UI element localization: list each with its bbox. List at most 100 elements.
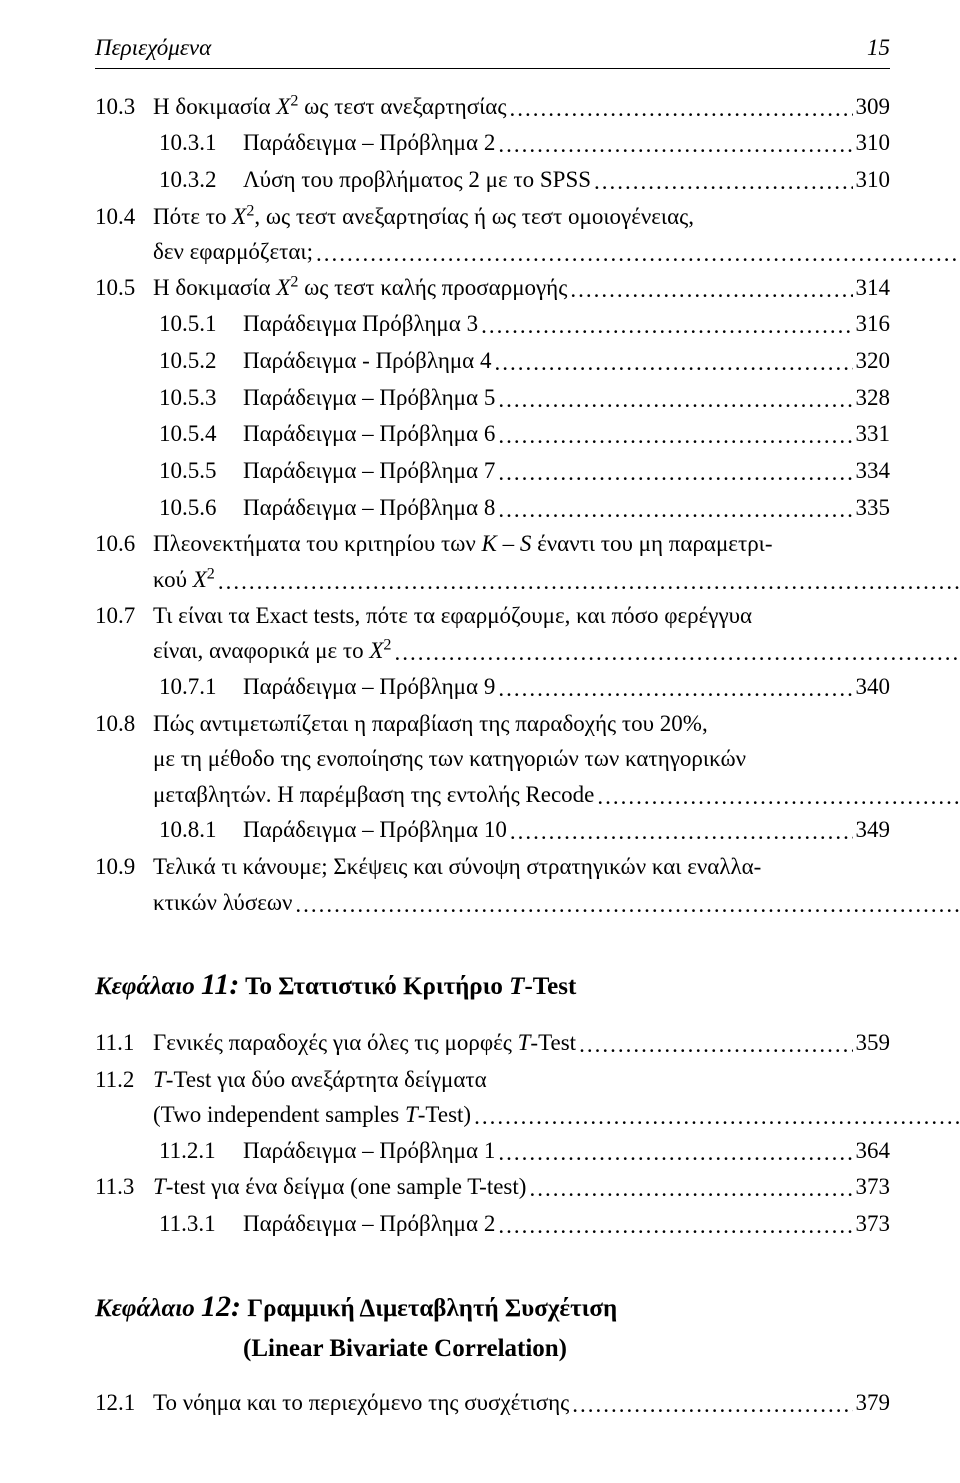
toc-text: Παράδειγμα – Πρόβλημα 2	[243, 125, 495, 161]
header-right: 15	[867, 30, 890, 66]
toc-entry: 11.2 T-Test για δύο ανεξάρτητα δείγματα(…	[95, 1062, 890, 1133]
toc-leader	[498, 127, 852, 163]
toc-text: Παράδειγμα Πρόβλημα 3	[243, 306, 478, 342]
toc-text: Παράδειγμα – Πρόβλημα 10	[243, 812, 507, 848]
toc-leader	[572, 1387, 852, 1423]
toc-leader	[529, 1171, 852, 1207]
toc-page: 373	[856, 1169, 891, 1205]
toc-page: 310	[856, 162, 891, 198]
toc-number: 10.7.1	[159, 669, 243, 705]
toc-entry: 10.5.3 Παράδειγμα – Πρόβλημα 5 328	[95, 380, 890, 416]
toc-page: 314	[856, 270, 891, 306]
toc-text: Παράδειγμα – Πρόβλημα 1	[243, 1133, 495, 1169]
toc-leader	[494, 345, 852, 381]
toc-entry: 10.9 Τελικά τι κάνουμε; Σκέψεις και σύνο…	[95, 849, 890, 920]
toc-page: 359	[856, 1025, 891, 1061]
toc-leader	[510, 814, 853, 850]
toc-number: 10.5.5	[159, 453, 243, 489]
toc-entry: 10.7 Τι είναι τα Exact tests, πότε τα εφ…	[95, 598, 890, 669]
toc-entry: 10.3.1 Παράδειγμα – Πρόβλημα 2 310	[95, 125, 890, 161]
toc-leader	[570, 272, 852, 308]
toc-entry: 10.7.1 Παράδειγμα – Πρόβλημα 9 340	[95, 669, 890, 705]
toc-number: 10.5.3	[159, 380, 243, 416]
toc-page: 340	[856, 669, 891, 705]
toc-entry: 10.5.6 Παράδειγμα – Πρόβλημα 8335	[95, 490, 890, 526]
toc-entry: 10.5.1 Παράδειγμα Πρόβλημα 3 316	[95, 306, 890, 342]
toc-number: 10.3.1	[159, 125, 243, 161]
toc-page: 310	[856, 125, 891, 161]
page-header: Περιεχόμενα 15	[95, 30, 890, 69]
toc-page: 331	[856, 416, 891, 452]
toc-text: Παράδειγμα – Πρόβλημα 2	[243, 1206, 495, 1242]
toc-leader	[218, 564, 960, 600]
toc-text: Παράδειγμα – Πρόβλημα 9	[243, 669, 495, 705]
toc-leader	[481, 308, 852, 344]
toc-number: 11.2	[95, 1062, 153, 1098]
toc-page: 379	[856, 1385, 891, 1421]
toc-text: Παράδειγμα – Πρόβλημα 5	[243, 380, 495, 416]
toc-text: Παράδειγμα - Πρόβλημα 4	[243, 343, 491, 379]
toc-text: Η δοκιμασία X2 ως τεστ καλής προσαρμογής	[153, 270, 567, 306]
toc-page: 309	[856, 89, 891, 125]
toc-page: 328	[856, 380, 891, 416]
toc-number: 10.3	[95, 89, 153, 125]
toc-page: 335	[856, 490, 891, 526]
toc-leader	[498, 455, 852, 491]
toc-page: 320	[856, 343, 891, 379]
toc-number: 11.3	[95, 1169, 153, 1205]
toc-number: 11.3.1	[159, 1206, 243, 1242]
toc-number: 11.1	[95, 1025, 153, 1061]
toc-entry: 10.4 Πότε το X2, ως τεστ ανεξαρτησίας ή …	[95, 199, 890, 270]
chapter-12-heading: Κεφάλαιο 12: Γραμμική Διμεταβλητή Συσχέτ…	[95, 1284, 890, 1369]
toc-text: Παράδειγμα – Πρόβλημα 8	[243, 490, 495, 526]
toc-number: 10.5	[95, 270, 153, 306]
toc-page: 364	[856, 1133, 891, 1169]
toc-entry: 12.1 Το νόημα και το περιεχόμενο της συσ…	[95, 1385, 890, 1421]
toc-text: Γενικές παραδοχές για όλες τις μορφές T-…	[153, 1025, 576, 1061]
toc-leader	[594, 164, 852, 200]
toc-number: 10.5.2	[159, 343, 243, 379]
toc-section-ch11: 11.1 Γενικές παραδοχές για όλες τις μορφ…	[95, 1025, 890, 1242]
toc-entry: 11.1 Γενικές παραδοχές για όλες τις μορφ…	[95, 1025, 890, 1061]
toc-leader	[498, 671, 852, 707]
toc-text: Παράδειγμα – Πρόβλημα 7	[243, 453, 495, 489]
toc-entry: 10.3 Η δοκιμασία X2 ως τεστ ανεξαρτησίας…	[95, 89, 890, 125]
toc-entry: 10.6 Πλεονεκτήματα του κριτηρίου των K –…	[95, 526, 890, 597]
toc-leader	[498, 492, 852, 528]
toc-number: 10.6	[95, 526, 153, 562]
toc-number: 10.7	[95, 598, 153, 634]
toc-leader	[597, 779, 960, 815]
toc-number: 10.8.1	[159, 812, 243, 848]
chapter-11-heading: Κεφάλαιο 11: Το Στατιστικό Κριτήριο T-Te…	[95, 962, 890, 1009]
toc-number: 11.2.1	[159, 1133, 243, 1169]
toc-leader	[498, 1135, 852, 1171]
toc-page: 334	[856, 453, 891, 489]
toc-entry: 11.3 T-test για ένα δείγμα (one sample T…	[95, 1169, 890, 1205]
toc-number: 10.9	[95, 849, 153, 885]
toc-number: 12.1	[95, 1385, 153, 1421]
toc-entry: 10.5.5 Παράδειγμα – Πρόβλημα 7 334	[95, 453, 890, 489]
toc-leader	[579, 1027, 852, 1063]
toc-text: Παράδειγμα – Πρόβλημα 6	[243, 416, 495, 452]
toc-entry: 11.3.1 Παράδειγμα – Πρόβλημα 2 373	[95, 1206, 890, 1242]
toc-entry: 10.3.2 Λύση του προβλήματος 2 με το SPSS…	[95, 162, 890, 198]
toc-text: Η δοκιμασία X2 ως τεστ ανεξαρτησίας	[153, 89, 506, 125]
toc-number: 10.8	[95, 706, 153, 742]
toc-leader	[316, 236, 960, 272]
toc-leader	[295, 887, 960, 923]
toc-leader	[498, 382, 852, 418]
toc-number: 10.3.2	[159, 162, 243, 198]
toc-number: 10.5.4	[159, 416, 243, 452]
toc-leader	[498, 1208, 852, 1244]
toc-page: 316	[856, 306, 891, 342]
toc-section-ch12: 12.1 Το νόημα και το περιεχόμενο της συσ…	[95, 1385, 890, 1421]
toc-entry: 10.5.4 Παράδειγμα – Πρόβλημα 6 331	[95, 416, 890, 452]
toc-text: T-test για ένα δείγμα (one sample T-test…	[153, 1169, 526, 1205]
toc-text: Το νόημα και το περιεχόμενο της συσχέτισ…	[153, 1385, 569, 1421]
toc-leader	[474, 1099, 960, 1135]
toc-number: 10.4	[95, 199, 153, 235]
toc-entry: 10.5.2 Παράδειγμα - Πρόβλημα 4 320	[95, 343, 890, 379]
toc-page: 373	[856, 1206, 891, 1242]
toc-leader	[498, 418, 852, 454]
toc-number: 10.5.1	[159, 306, 243, 342]
